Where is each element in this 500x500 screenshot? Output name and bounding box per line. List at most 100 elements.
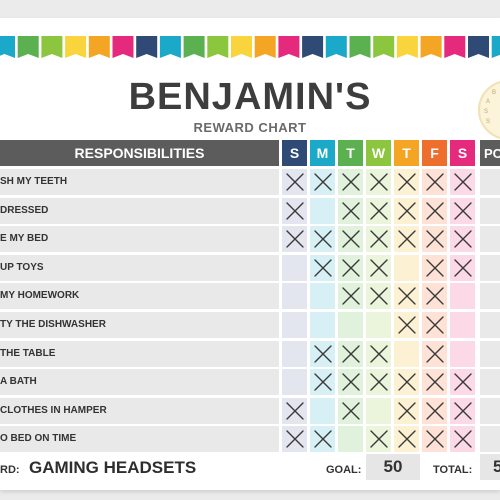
day-checkbox-cell[interactable] <box>366 226 391 253</box>
day-checkbox-cell[interactable] <box>422 369 447 396</box>
points-cell[interactable] <box>480 340 500 367</box>
day-checkbox-cell[interactable] <box>310 283 335 310</box>
day-checkbox-cell[interactable] <box>282 397 307 424</box>
cross-mark-icon <box>425 229 445 249</box>
day-checkbox-cell[interactable] <box>394 312 419 338</box>
day-checkbox-cell[interactable] <box>450 369 475 396</box>
chore-label: O BED ON TIME <box>0 433 77 445</box>
cross-mark-icon <box>397 286 417 306</box>
day-checkbox-cell[interactable] <box>422 254 447 281</box>
day-checkbox-cell[interactable] <box>422 283 447 310</box>
chore-label: UP TOYS <box>0 261 44 273</box>
bunting-flag <box>183 36 205 58</box>
points-cell[interactable] <box>480 283 500 310</box>
day-checkbox-cell[interactable] <box>366 369 391 396</box>
day-checkbox-cell[interactable] <box>338 397 363 424</box>
day-checkbox-cell[interactable] <box>422 169 447 195</box>
day-checkbox-cell[interactable] <box>338 369 363 396</box>
day-checkbox-cell[interactable] <box>394 169 419 195</box>
day-checkbox-cell[interactable] <box>366 283 391 310</box>
day-checkbox-cell[interactable] <box>282 312 307 338</box>
day-checkbox-cell[interactable] <box>338 226 363 253</box>
day-checkbox-cell[interactable] <box>394 254 419 281</box>
day-checkbox-cell[interactable] <box>450 283 475 310</box>
points-cell[interactable] <box>480 254 500 281</box>
points-cell[interactable] <box>480 197 500 224</box>
day-checkbox-cell[interactable] <box>282 226 307 253</box>
day-checkbox-cell[interactable] <box>338 312 363 338</box>
chore-row: UP TOYS <box>0 254 500 281</box>
day-checkbox-cell[interactable] <box>450 397 475 424</box>
day-checkbox-cell[interactable] <box>422 397 447 424</box>
day-checkbox-cell[interactable] <box>366 197 391 224</box>
bunting-flag <box>65 36 87 58</box>
points-cell[interactable] <box>480 426 500 453</box>
day-checkbox-cell[interactable] <box>282 369 307 396</box>
day-checkbox-cell[interactable] <box>338 197 363 224</box>
day-checkbox-cell[interactable] <box>338 283 363 310</box>
day-checkbox-cell[interactable] <box>310 369 335 396</box>
points-cell[interactable] <box>480 369 500 396</box>
day-checkbox-cell[interactable] <box>282 283 307 310</box>
day-checkbox-cell[interactable] <box>394 283 419 310</box>
day-checkbox-cell[interactable] <box>422 226 447 253</box>
cross-mark-icon <box>285 229 305 249</box>
day-checkbox-cell[interactable] <box>366 169 391 195</box>
day-checkbox-cell[interactable] <box>394 226 419 253</box>
day-checkbox-cell[interactable] <box>394 369 419 396</box>
day-checkbox-cell[interactable] <box>366 340 391 367</box>
day-checkbox-cell[interactable] <box>366 254 391 281</box>
points-cell[interactable] <box>480 312 500 338</box>
day-checkbox-cell[interactable] <box>282 254 307 281</box>
day-checkbox-cell[interactable] <box>310 254 335 281</box>
chore-row: TY THE DISHWASHER <box>0 312 500 338</box>
day-checkbox-cell[interactable] <box>282 426 307 453</box>
day-checkbox-cell[interactable] <box>338 254 363 281</box>
day-checkbox-cell[interactable] <box>282 169 307 195</box>
points-cell[interactable] <box>480 397 500 424</box>
day-checkbox-cell[interactable] <box>338 340 363 367</box>
day-checkbox-cell[interactable] <box>310 226 335 253</box>
points-cell[interactable] <box>480 226 500 253</box>
bunting-flag <box>159 36 181 58</box>
day-checkbox-cell[interactable] <box>450 226 475 253</box>
cross-mark-icon <box>425 372 445 392</box>
points-cell[interactable] <box>480 169 500 195</box>
day-checkbox-cell[interactable] <box>450 169 475 195</box>
day-checkbox-cell[interactable] <box>282 340 307 367</box>
day-checkbox-cell[interactable] <box>366 426 391 453</box>
day-checkbox-cell[interactable] <box>310 397 335 424</box>
cross-mark-icon <box>369 344 389 364</box>
day-checkbox-cell[interactable] <box>422 340 447 367</box>
day-checkbox-cell[interactable] <box>338 169 363 195</box>
day-checkbox-cell[interactable] <box>310 312 335 338</box>
cross-mark-icon <box>453 201 473 221</box>
day-header-sunday: S <box>282 140 307 166</box>
bunting-flag <box>468 36 489 58</box>
day-checkbox-cell[interactable] <box>366 397 391 424</box>
day-checkbox-cell[interactable] <box>310 426 335 453</box>
day-checkbox-cell[interactable] <box>422 312 447 338</box>
day-checkbox-cell[interactable] <box>394 197 419 224</box>
day-checkbox-cell[interactable] <box>366 312 391 338</box>
day-checkbox-cell[interactable] <box>422 426 447 453</box>
cross-mark-icon <box>313 172 333 192</box>
day-checkbox-cell[interactable] <box>394 340 419 367</box>
day-checkbox-cell[interactable] <box>338 426 363 453</box>
day-checkbox-cell[interactable] <box>282 197 307 224</box>
day-checkbox-cell[interactable] <box>394 397 419 424</box>
day-checkbox-cell[interactable] <box>450 254 475 281</box>
day-checkbox-cell[interactable] <box>450 197 475 224</box>
day-checkbox-cell[interactable] <box>310 169 335 195</box>
day-checkbox-cell[interactable] <box>422 197 447 224</box>
chore-label-cell: SH MY TEETH <box>0 169 279 195</box>
day-checkbox-cell[interactable] <box>450 340 475 367</box>
day-checkbox-cell[interactable] <box>450 426 475 453</box>
day-checkbox-cell[interactable] <box>310 340 335 367</box>
day-checkbox-cell[interactable] <box>394 426 419 453</box>
total-label: TOTAL: <box>433 464 473 476</box>
day-checkbox-cell[interactable] <box>450 312 475 338</box>
chore-label: A BATH <box>0 376 37 388</box>
day-checkbox-cell[interactable] <box>310 197 335 224</box>
chore-label: SH MY TEETH <box>0 176 68 187</box>
